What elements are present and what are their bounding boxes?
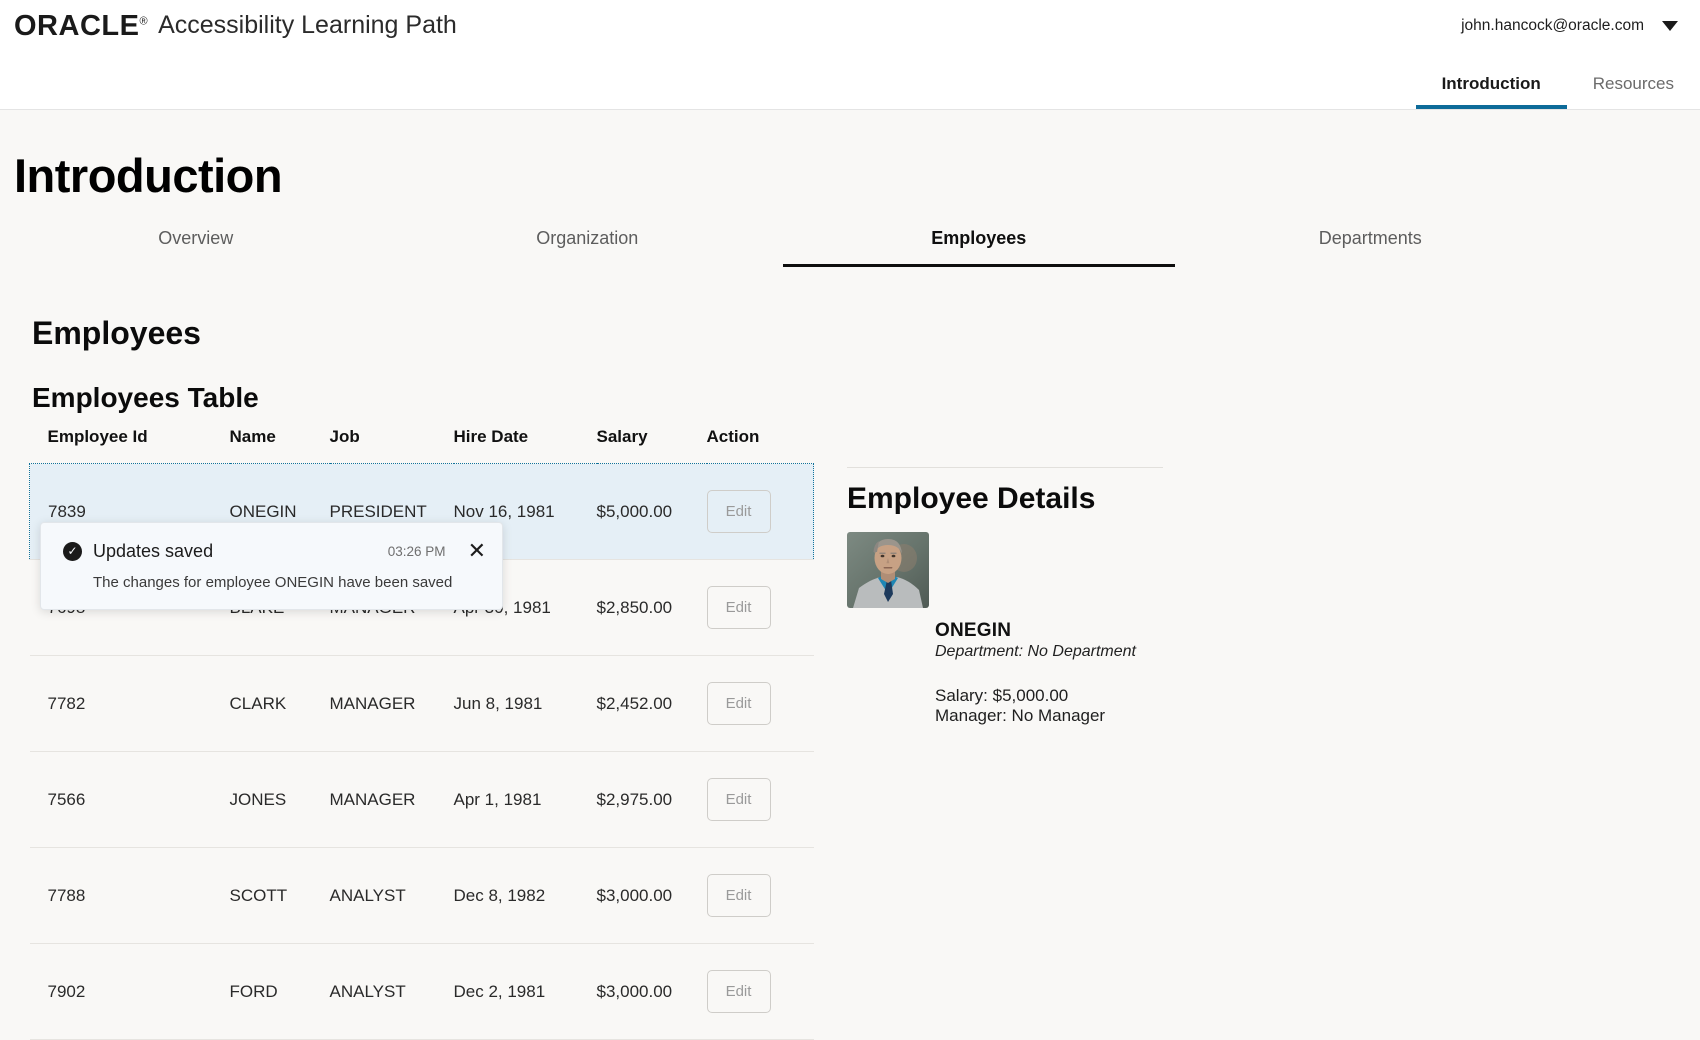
cell-job: ANALYST [329,847,454,944]
col-header-action: Action [706,427,760,446]
col-header-salary[interactable]: Salary [596,427,648,446]
col-header-employee-id[interactable]: Employee Id [47,427,148,446]
subtab-departments[interactable]: Departments [1318,228,1422,248]
table-row[interactable]: 7782 CLARK MANAGER Jun 8, 1981 $2,452.00 Edit [29,655,814,752]
chevron-down-icon[interactable] [1662,21,1678,31]
table-row[interactable]: 7902 FORD ANALYST Dec 2, 1981 $3,000.00 Edit [29,943,814,1040]
app-title: Accessibility Learning Path [158,11,457,39]
details-body: ONEGIN Department: No Department Salary:… [935,620,1163,726]
cell-name: SCOTT [229,847,330,944]
details-title: Employee Details [847,482,1096,515]
toast-header: ✓ Updates saved 03:26 PM ✕ [63,540,486,562]
table-heading: Employees Table [32,382,259,413]
table-row[interactable]: 7788 SCOTT ANALYST Dec 8, 1982 $3,000.00 Edit [29,847,814,944]
edit-button[interactable]: Edit [706,682,771,725]
edit-button[interactable]: Edit [706,970,771,1013]
table-body: 7839 ONEGIN PRESIDENT Nov 16, 1981 $5,000.00… [29,463,814,1040]
employee-details-panel: Employee Details [847,467,1163,726]
details-salary: Salary: $5,000.00 [935,686,1069,705]
subtab-employees[interactable]: Employees [783,228,1175,267]
edit-button[interactable]: Edit [706,874,771,917]
cell-salary: $5,000.00 [596,463,707,560]
cell-id: 7839 [29,463,230,560]
cell-job: MANAGER [329,655,454,752]
cell-job: MANAGER [329,751,454,848]
cell-name: JONES [229,751,330,848]
col-header-job[interactable]: Job [329,427,360,446]
details-divider [847,467,1163,468]
toast-message: The changes for employee ONEGIN have bee… [93,574,453,591]
section-heading: Employees [32,315,201,351]
cell-action: Edit [706,463,814,560]
user-menu[interactable]: john.hancock@oracle.com [1461,17,1678,35]
cell-name: FORD [229,943,330,1040]
cell-name: CLARK [229,655,330,752]
cell-salary: $3,000.00 [596,847,707,944]
cell-job: ANALYST [329,943,454,1040]
oracle-logo: ORACLE® [14,12,148,41]
details-department: Department: No Department [935,643,1136,660]
table-row[interactable]: 7566 JONES MANAGER Apr 1, 1981 $2,975.00 Edit [29,751,814,848]
top-nav-item-introduction[interactable]: Introduction [1415,74,1567,109]
cell-action: Edit [706,655,814,752]
registered-mark: ® [139,15,149,28]
cell-action: Edit [706,751,814,848]
cell-hire-date: Dec 2, 1981 [453,943,597,1040]
cell-id: 7782 [29,655,230,752]
top-nav: Introduction Resources [1415,74,1700,109]
cell-action: Edit [706,943,814,1040]
edit-button[interactable]: Edit [706,586,771,629]
brand: ORACLE® Accessibility Learning Path [14,12,457,41]
cell-id: 7788 [29,847,230,944]
subtab-organization[interactable]: Organization [536,228,639,248]
cell-hire-date: Dec 8, 1982 [453,847,597,944]
cell-salary: $2,850.00 [596,559,707,656]
details-manager: Manager: No Manager [935,706,1106,725]
edit-button[interactable]: Edit [706,490,771,533]
cell-id: 7566 [29,751,230,848]
cell-salary: $2,452.00 [596,655,707,752]
cell-salary: $3,000.00 [596,943,707,1040]
cell-salary: $2,975.00 [596,751,707,848]
top-nav-item-resources[interactable]: Resources [1592,74,1674,93]
cell-action: Edit [706,559,814,656]
toast-title: Updates saved [93,540,214,561]
table-head: Employee Id Name Job Hire Date Salary Ac… [30,415,814,464]
col-header-name[interactable]: Name [229,427,276,446]
cell-hire-date: Apr 1, 1981 [453,751,597,848]
close-icon[interactable]: ✕ [467,538,486,563]
employees-table: Employee Id Name Job Hire Date Salary Ac… [29,415,814,1040]
toast-timestamp: 03:26 PM [387,543,446,559]
table-row[interactable]: 7839 ONEGIN PRESIDENT Nov 16, 1981 $5,000.00… [29,463,814,560]
page-content: Introduction Overview Organization Emplo… [0,110,1700,1040]
details-employee-name: ONEGIN [935,620,1012,641]
user-email: john.hancock@oracle.com [1461,17,1644,34]
page-title: Introduction [14,149,283,202]
cell-action: Edit [706,847,814,944]
cell-hire-date: Jun 8, 1981 [453,655,597,752]
table-header-row: Employee Id Name Job Hire Date Salary Ac… [30,415,814,464]
edit-button[interactable]: Edit [706,778,771,821]
toast-notification: ✓ Updates saved 03:26 PM ✕ The changes f… [40,522,503,610]
col-header-hire-date[interactable]: Hire Date [453,427,529,446]
cell-id: 7902 [29,943,230,1040]
app-header: ORACLE® Accessibility Learning Path john… [0,0,1700,110]
check-circle-icon: ✓ [63,541,82,561]
subtab-bar: Overview Organization Employees Departme… [0,228,1566,267]
subtab-overview[interactable]: Overview [158,228,234,248]
oracle-logo-text: ORACLE [14,10,140,42]
employee-photo [847,532,929,608]
